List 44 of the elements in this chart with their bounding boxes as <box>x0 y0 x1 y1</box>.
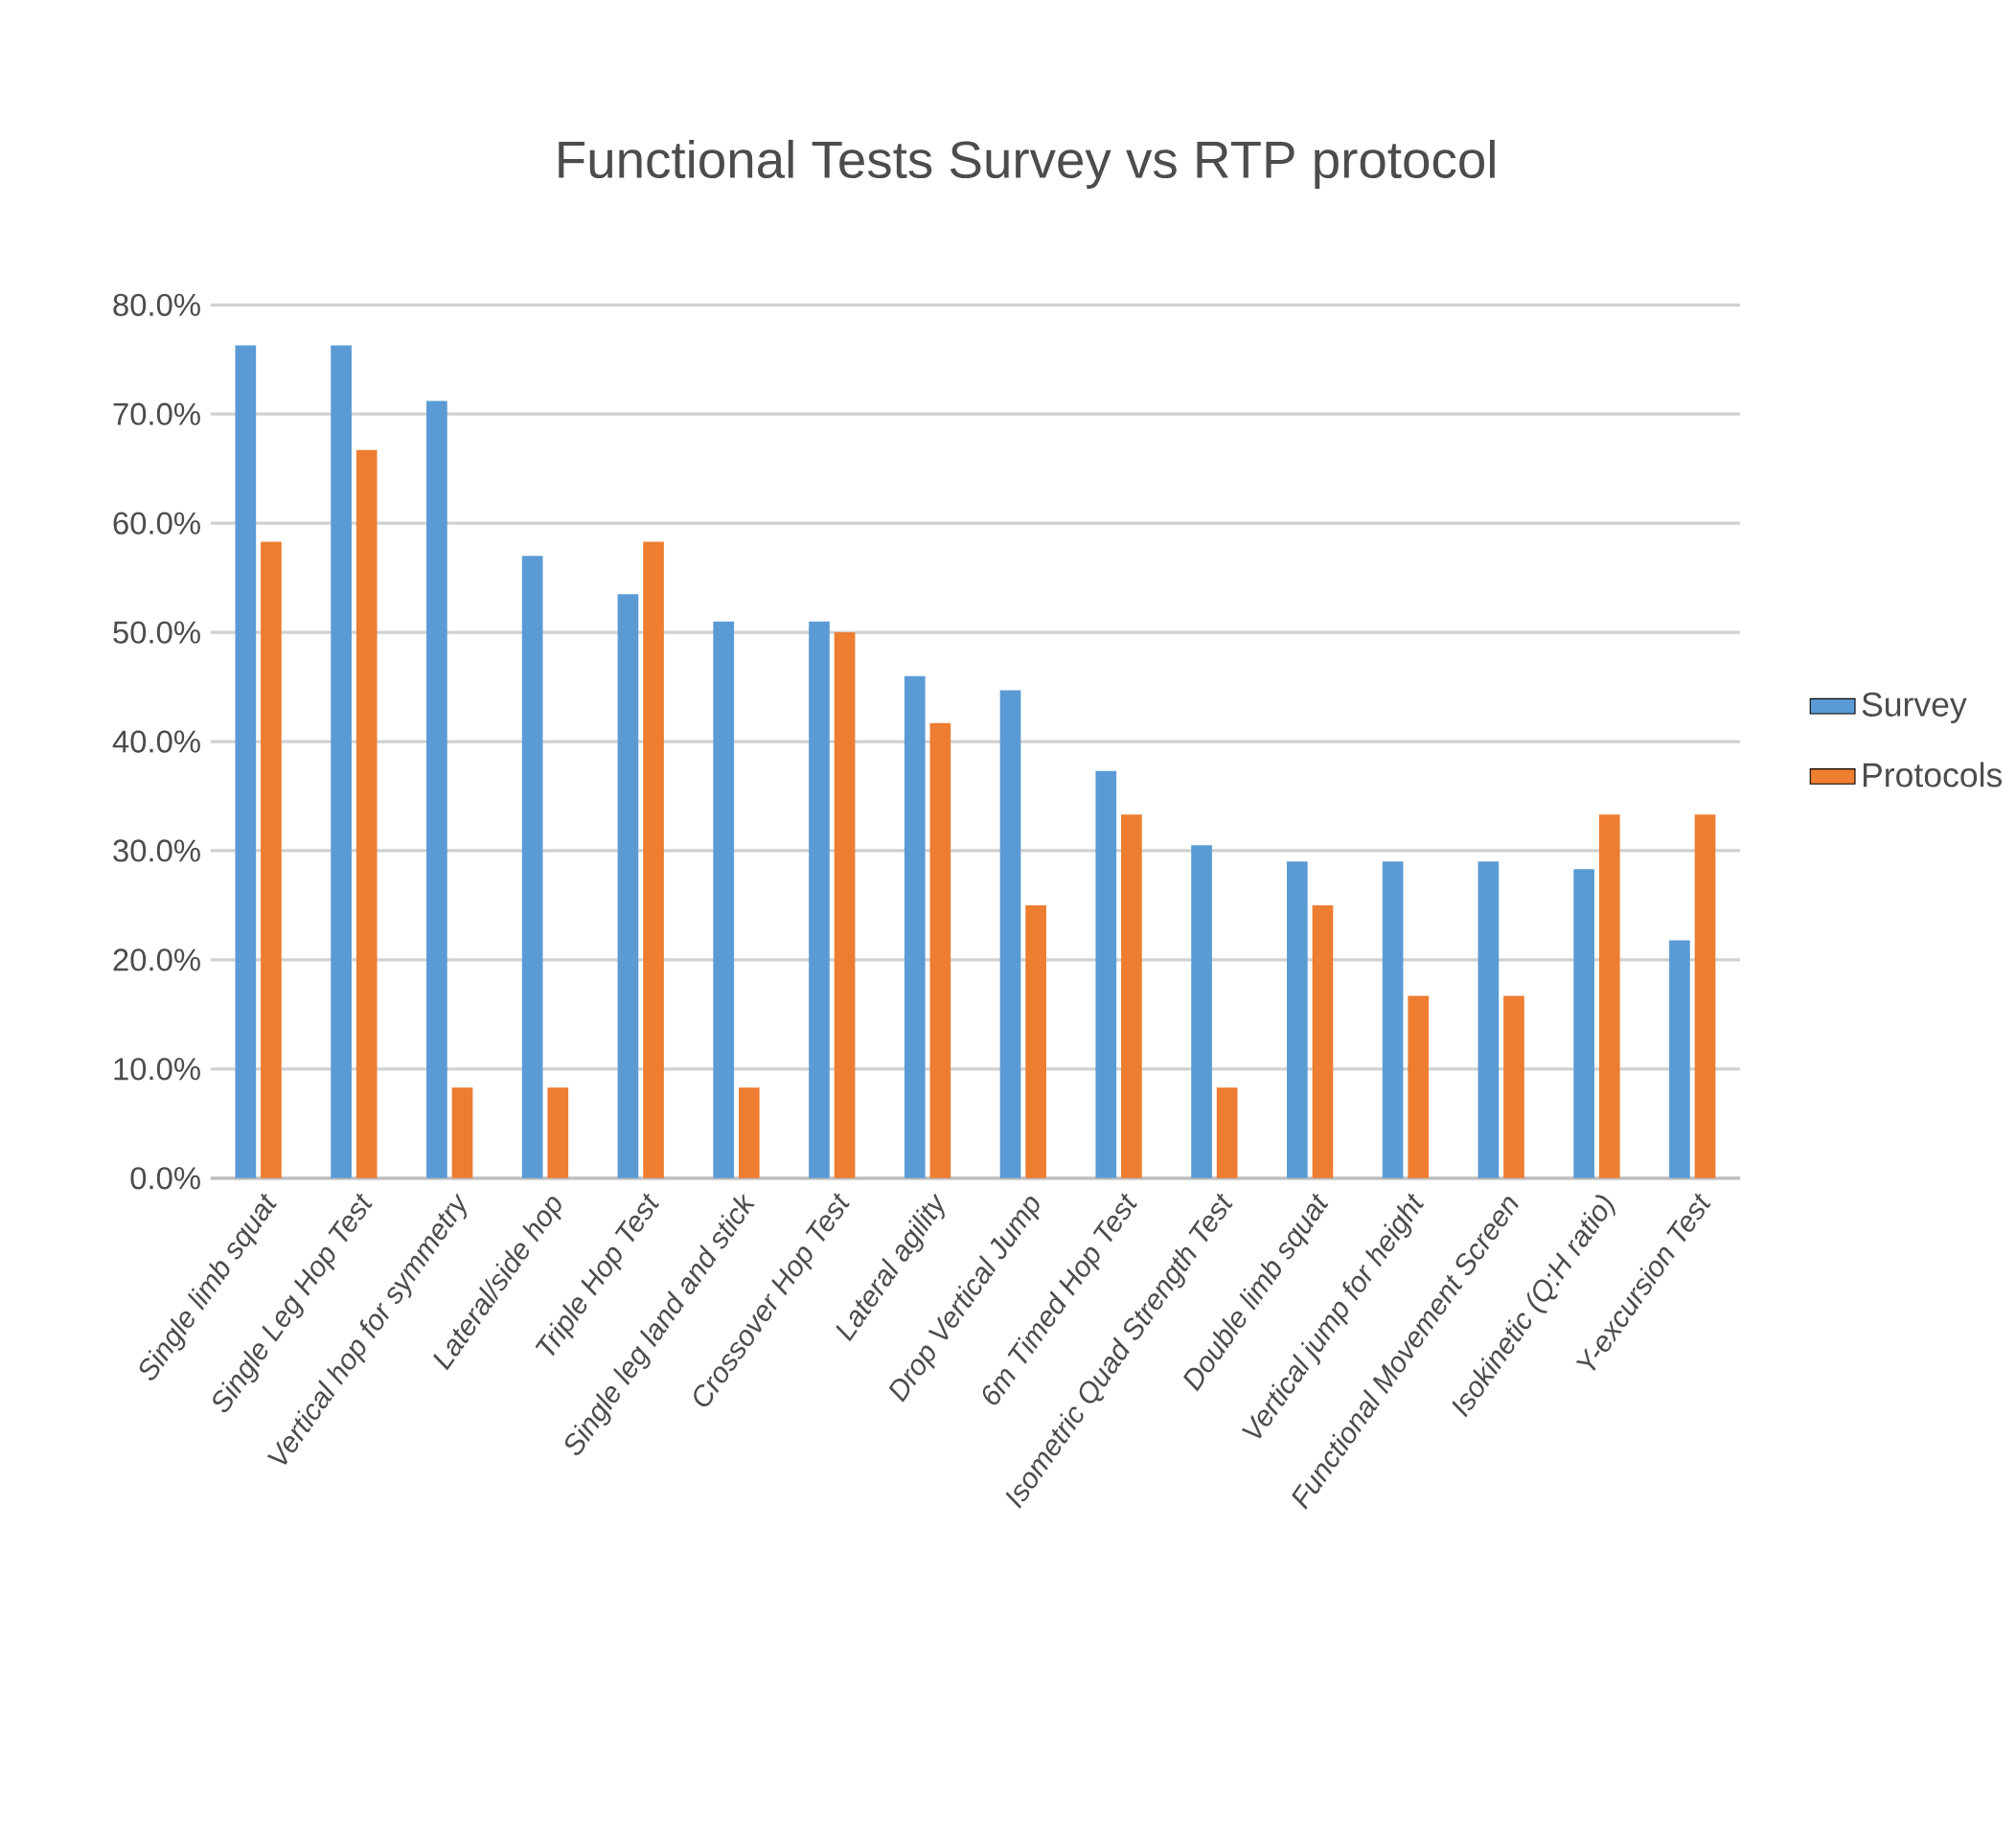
bar <box>809 621 830 1178</box>
y-tick-label: 50.0% <box>113 621 200 644</box>
bar <box>617 594 639 1178</box>
bar <box>355 449 378 1178</box>
bar <box>929 722 951 1178</box>
y-tick-label: 20.0% <box>113 948 200 971</box>
y-tick-label: 0.0% <box>130 1167 200 1190</box>
bar <box>1694 814 1716 1178</box>
bar <box>999 690 1021 1178</box>
y-tick-label: 80.0% <box>113 293 200 316</box>
bar <box>1669 940 1690 1178</box>
bar <box>904 675 926 1178</box>
bar <box>834 632 856 1178</box>
bar <box>1121 814 1142 1178</box>
bar <box>1216 1087 1238 1178</box>
y-tick-label: 70.0% <box>113 402 200 425</box>
bar <box>1095 770 1117 1178</box>
bar <box>521 556 543 1178</box>
bar <box>426 400 447 1178</box>
bar <box>1312 905 1334 1178</box>
bar <box>235 345 257 1178</box>
y-tick-label: 40.0% <box>112 730 200 753</box>
bar <box>643 541 664 1178</box>
bar <box>1287 861 1308 1178</box>
bar <box>331 345 352 1178</box>
bar <box>1478 861 1500 1178</box>
bar <box>1598 814 1620 1178</box>
bar <box>261 541 282 1178</box>
bar <box>1573 869 1594 1178</box>
bar <box>1503 995 1524 1178</box>
bar <box>547 1087 569 1178</box>
chart-title: Functional Tests Survey vs RTP protocol <box>559 140 1495 190</box>
y-tick-label: 60.0% <box>113 512 200 535</box>
y-tick-label: 10.0% <box>114 1058 200 1081</box>
bar <box>1025 905 1046 1178</box>
bar <box>713 621 735 1178</box>
bar <box>1191 845 1212 1178</box>
y-tick-label: 30.0% <box>113 839 200 862</box>
bar <box>451 1087 473 1178</box>
bar <box>1408 995 1430 1178</box>
bar <box>738 1087 760 1178</box>
legend-label: Survey <box>1862 692 1967 724</box>
legend-label: Protocols <box>1863 762 2003 787</box>
bar <box>1382 861 1404 1178</box>
